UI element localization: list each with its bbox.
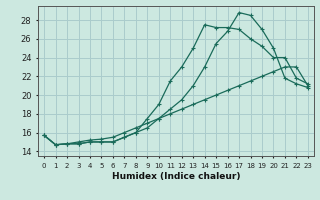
X-axis label: Humidex (Indice chaleur): Humidex (Indice chaleur) xyxy=(112,172,240,181)
